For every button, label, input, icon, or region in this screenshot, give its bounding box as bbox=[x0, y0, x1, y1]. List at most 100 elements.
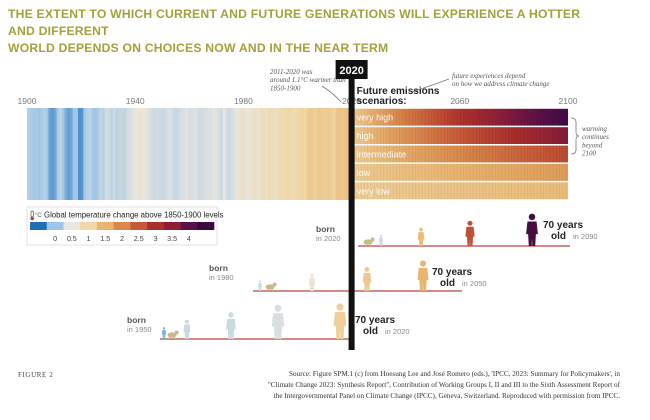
legend-tick-label: 1.5 bbox=[100, 234, 110, 243]
observed-stripe bbox=[53, 108, 58, 200]
title-line: WORLD DEPENDS ON CHOICES NOW AND IN THE … bbox=[8, 41, 389, 55]
observed-stripe bbox=[145, 108, 149, 200]
source-line: the Intergovernmental Panel on Climate C… bbox=[273, 392, 620, 400]
dog-leg bbox=[267, 288, 269, 291]
observed-stripe bbox=[128, 108, 133, 200]
observed-stripe bbox=[69, 108, 74, 200]
legend-swatch bbox=[180, 222, 198, 230]
person-body bbox=[183, 324, 191, 339]
observed-stripe bbox=[279, 108, 283, 200]
legend-tick-label: 0 bbox=[53, 234, 57, 243]
observed-stripe bbox=[246, 108, 251, 200]
dog-head bbox=[272, 282, 277, 287]
scenario-bar bbox=[351, 145, 568, 163]
observed-stripe bbox=[158, 108, 162, 200]
x-axis: 190019401980202020602100 bbox=[18, 96, 578, 106]
old-year: in 2090 bbox=[573, 232, 598, 241]
dog-leg bbox=[370, 243, 372, 246]
observed-stripe bbox=[150, 108, 154, 200]
age-label: 70 years bbox=[543, 220, 583, 231]
person-head bbox=[310, 273, 314, 278]
observed-stripe bbox=[297, 108, 302, 200]
observed-stripe bbox=[244, 108, 248, 200]
observed-stripe bbox=[29, 108, 33, 200]
person-body bbox=[271, 313, 285, 340]
observed-stripe bbox=[56, 108, 60, 200]
annotation-line: on how we address climate change bbox=[452, 80, 550, 88]
thermometer-icon bbox=[30, 210, 34, 221]
person-head bbox=[364, 267, 370, 272]
observed-stripe bbox=[214, 108, 219, 200]
x-tick-label: 1900 bbox=[18, 96, 37, 106]
person-body bbox=[526, 221, 538, 246]
legend-swatch bbox=[113, 222, 131, 230]
observed-stripe bbox=[252, 108, 256, 200]
scenario-heading: Future emissions bbox=[357, 86, 440, 97]
annotation-line: warming bbox=[582, 125, 607, 133]
person-body bbox=[417, 232, 425, 247]
old-year: in 2050 bbox=[462, 279, 487, 288]
born-label: born bbox=[209, 263, 228, 273]
observed-stripe bbox=[37, 108, 42, 200]
observed-stripe bbox=[257, 108, 261, 200]
annotation-arrow bbox=[411, 78, 450, 93]
observed-stripe bbox=[77, 108, 82, 200]
person-head bbox=[336, 303, 344, 311]
annotation-line: beyond bbox=[582, 141, 603, 149]
observed-stripe bbox=[300, 108, 304, 200]
observed-stripe bbox=[110, 108, 114, 200]
observed-stripe bbox=[281, 108, 286, 200]
observed-stripe bbox=[153, 108, 157, 200]
observed-stripe bbox=[102, 108, 106, 200]
observed-stripe bbox=[324, 108, 329, 200]
scenario-label: high bbox=[357, 131, 374, 141]
observed-stripe bbox=[48, 108, 52, 200]
observed-stripe bbox=[112, 108, 117, 200]
observed-stripe bbox=[265, 108, 270, 200]
observed-stripe bbox=[196, 108, 200, 200]
thermometer-bulb bbox=[30, 216, 34, 221]
observed-stripe bbox=[287, 108, 291, 200]
observed-stripe bbox=[314, 108, 318, 200]
x-tick-label: 1980 bbox=[234, 96, 253, 106]
observed-stripe bbox=[32, 108, 36, 200]
person-body bbox=[465, 226, 475, 246]
observed-stripe bbox=[255, 108, 259, 200]
observed-stripe bbox=[107, 108, 111, 200]
observed-stripe bbox=[343, 108, 347, 200]
annotation-brace bbox=[570, 117, 580, 155]
observed-stripe bbox=[134, 108, 138, 200]
legend-swatch bbox=[147, 222, 165, 230]
observed-stripe bbox=[142, 108, 146, 200]
observed-stripe bbox=[284, 108, 288, 200]
observed-stripe bbox=[174, 108, 178, 200]
observed-stripe bbox=[166, 108, 170, 200]
figure-label: FIGURE 2 bbox=[18, 371, 54, 379]
observed-stripe bbox=[136, 108, 141, 200]
annotation-continues: warming continues beyond 2100 bbox=[582, 125, 609, 158]
observed-stripe bbox=[303, 108, 307, 200]
legend-swatch bbox=[80, 222, 98, 230]
observed-stripe bbox=[206, 108, 211, 200]
annotation-arrow bbox=[321, 85, 342, 103]
observed-stripe bbox=[155, 108, 160, 200]
observed-stripe bbox=[123, 108, 127, 200]
legend-swatch bbox=[46, 222, 64, 230]
x-tick-label: 1940 bbox=[126, 96, 145, 106]
observed-stripe bbox=[332, 108, 337, 200]
observed-stripes bbox=[27, 108, 353, 200]
observed-stripe bbox=[88, 108, 92, 200]
person-body bbox=[362, 272, 372, 291]
dog-leg bbox=[272, 288, 274, 291]
born-label: born bbox=[316, 224, 335, 234]
observed-stripe bbox=[64, 108, 68, 200]
observed-stripe bbox=[177, 108, 181, 200]
observed-stripe bbox=[220, 108, 224, 200]
observed-stripe bbox=[327, 108, 331, 200]
observed-stripe bbox=[222, 108, 227, 200]
scenario-bar bbox=[351, 127, 568, 144]
annotation-line: 2100 bbox=[582, 150, 597, 158]
